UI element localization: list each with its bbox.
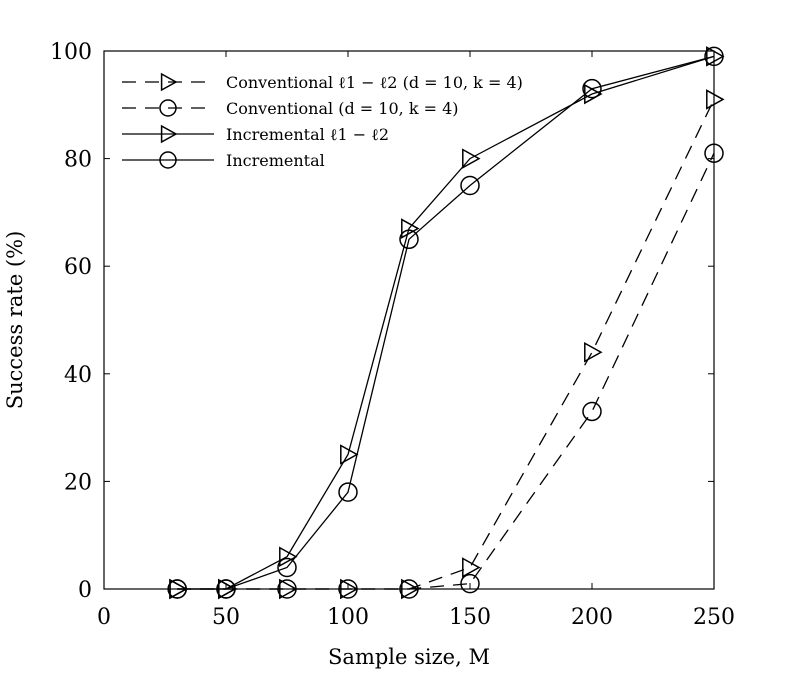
legend-label-3: Incremental	[226, 151, 325, 170]
series-2-point-4	[401, 218, 420, 239]
series-3-point-3	[338, 482, 358, 502]
y-tick-label-5: 100	[50, 40, 92, 65]
x-tick-label-5: 250	[693, 605, 735, 630]
plot-frame	[103, 50, 715, 590]
legend-entry-3: Incremental	[122, 151, 325, 170]
legend-entry-1: Conventional (d = 10, k = 4)	[122, 99, 459, 118]
y-tick-label-4: 80	[64, 148, 92, 173]
series-1-point-7	[704, 143, 724, 163]
series-2-point-2	[279, 546, 298, 567]
legend-entry-2: Incremental ℓ1 − ℓ2	[122, 124, 389, 144]
x-tick-label-3: 150	[449, 605, 491, 630]
series-3	[167, 46, 724, 599]
series-layer	[167, 46, 725, 600]
series-1-point-2	[277, 579, 297, 599]
series-2-point-3	[340, 444, 359, 465]
legend-entry-0: Conventional ℓ1 − ℓ2 (d = 10, k = 4)	[122, 72, 523, 92]
x-tick-label-1: 50	[212, 605, 240, 630]
legend-marker-0	[160, 72, 178, 92]
series-3-point-7	[704, 46, 724, 67]
series-0-point-4	[401, 578, 420, 600]
series-3-point-6	[582, 78, 602, 99]
y-tick-label-1: 20	[64, 470, 92, 495]
series-3-point-0	[167, 579, 187, 599]
x-axis-label: Sample size, M	[328, 645, 490, 669]
series-line-1	[177, 152, 715, 590]
series-0-point-5	[462, 557, 481, 578]
series-3-point-4	[399, 229, 419, 250]
series-2-point-7	[706, 46, 725, 67]
series-3-point-1	[216, 579, 236, 599]
y-tick-label-0: 0	[78, 578, 92, 603]
series-0-point-7	[706, 89, 725, 110]
x-tick-label-2: 100	[327, 605, 369, 630]
legend-marker-2	[160, 124, 178, 144]
legend: Conventional ℓ1 − ℓ2 (d = 10, k = 4) Conv…	[122, 72, 523, 170]
x-tick-label-0: 0	[97, 605, 111, 630]
legend-marker-3	[159, 151, 177, 169]
series-1-point-3	[338, 579, 358, 599]
axis-ticks: 0 50 100 150 200 250 0 20 40 60 80 100	[50, 40, 735, 630]
series-3-point-2	[277, 557, 297, 578]
legend-label-1: Conventional (d = 10, k = 4)	[226, 99, 459, 118]
y-axis-label: Success rate (%)	[3, 231, 27, 410]
series-2-point-0	[169, 578, 188, 600]
legend-label-0: Conventional ℓ1 − ℓ2 (d = 10, k = 4)	[226, 73, 523, 92]
legend-label-2: Incremental ℓ1 − ℓ2	[226, 125, 389, 144]
series-1	[167, 143, 724, 599]
y-tick-label-3: 60	[64, 255, 92, 280]
series-1-point-4	[399, 579, 419, 599]
y-tick-label-2: 40	[64, 363, 92, 388]
series-1-point-6	[582, 401, 602, 422]
series-0-point-6	[584, 342, 603, 363]
legend-marker-1	[159, 99, 177, 117]
series-3-point-5	[460, 175, 480, 196]
series-1-point-5	[460, 573, 480, 594]
series-line-0	[177, 99, 715, 590]
series-2-point-5	[462, 148, 481, 169]
series-line-3	[177, 55, 715, 590]
x-tick-label-4: 200	[571, 605, 613, 630]
